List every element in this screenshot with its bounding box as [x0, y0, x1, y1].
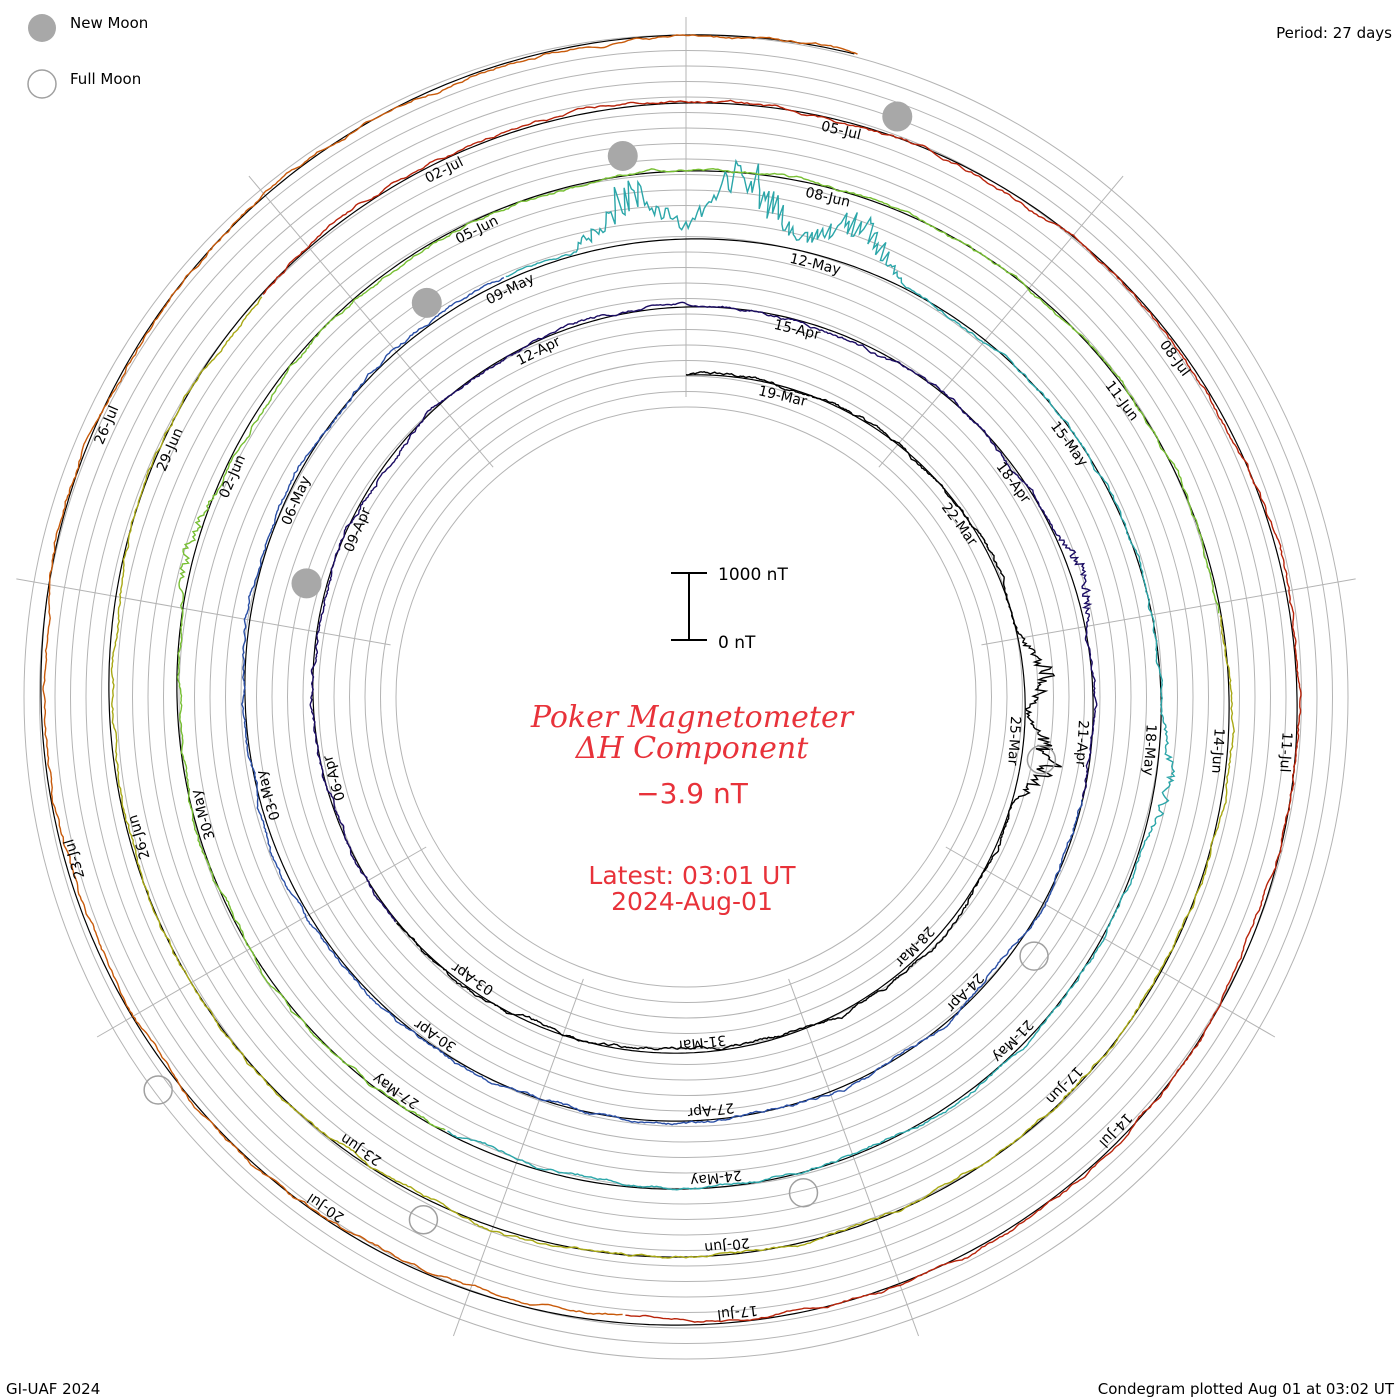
legend: New Moon Full Moon	[27, 14, 148, 99]
plotted-label: Condegram plotted Aug 01 at 03:02 UT	[1098, 1380, 1395, 1398]
date-label: 24-May	[689, 1167, 742, 1189]
grid-spokes	[16, 17, 1356, 1337]
grid-ring	[395, 406, 977, 988]
trace-segment	[396, 371, 1062, 1051]
grid-spoke	[878, 175, 1124, 468]
date-label: 21-May	[989, 1016, 1036, 1065]
date-label: 17-Jun	[1043, 1063, 1086, 1107]
date-label: 18-May	[1140, 724, 1159, 777]
moon-markers	[143, 101, 1057, 1235]
date-label: 27-Apr	[686, 1099, 735, 1120]
scale-bottom-label: 0 nT	[718, 633, 756, 653]
full-moon-marker	[1019, 941, 1049, 971]
full-moon-marker	[788, 1177, 819, 1208]
trace-segment	[42, 34, 858, 1316]
legend-full-moon-label: Full Moon	[70, 70, 141, 88]
grid-ring	[364, 375, 1008, 1019]
date-label: 09-May	[484, 271, 537, 309]
trace-segment	[110, 296, 1235, 1259]
chart-title-line2: ΔH Component	[575, 731, 809, 766]
grid-spoke	[452, 978, 584, 1337]
full-moon-marker	[408, 1205, 439, 1235]
new-moon-marker	[291, 568, 322, 599]
grid-ring	[333, 344, 1039, 1050]
date-label: 24-Apr	[943, 970, 987, 1015]
chart-title-line1: Poker Magnetometer	[530, 700, 855, 735]
date-label: 20-Jun	[703, 1234, 750, 1255]
date-label: 21-Apr	[1072, 720, 1091, 768]
grid-spoke	[248, 175, 494, 468]
grid-ring	[287, 298, 1085, 1096]
date-label: 31-Mar	[676, 1031, 727, 1053]
current-value: −3.9 nT	[636, 777, 749, 810]
date-label: 15-Apr	[772, 317, 821, 343]
data-traces	[42, 34, 1302, 1323]
latest-time: Latest: 03:01 UT	[588, 861, 796, 890]
date-label: 19-Mar	[757, 383, 809, 410]
grid-spoke	[788, 978, 920, 1337]
scale-bar: 1000 nT 0 nT	[671, 565, 788, 653]
date-label: 25-Mar	[1004, 716, 1023, 766]
date-label: 09-Apr	[341, 505, 374, 555]
grid-ring	[318, 329, 1054, 1065]
new-moon-icon	[28, 14, 56, 42]
trace-segment	[241, 276, 1083, 1126]
new-moon-marker	[882, 101, 913, 132]
new-moon-marker	[411, 287, 442, 318]
trace-segment	[309, 301, 1098, 923]
latest-date: 2024-Aug-01	[611, 887, 773, 916]
baseline-spiral	[40, 34, 1298, 1326]
date-label: 17-Jul	[716, 1302, 758, 1323]
grid-spoke	[981, 578, 1356, 646]
date-label: 23-Jul	[61, 837, 88, 880]
grid-ring	[302, 313, 1070, 1081]
trace-segment	[176, 167, 1220, 1131]
date-label: 27-May	[370, 1070, 422, 1112]
baseline-path	[40, 34, 1298, 1326]
legend-new-moon-label: New Moon	[70, 14, 148, 32]
grid-spoke	[16, 578, 391, 646]
full-moon-icon	[27, 69, 57, 99]
trace-segment	[447, 158, 1176, 1191]
credit-label: GI-UAF 2024	[6, 1380, 100, 1398]
date-label: 11-Jul	[1276, 731, 1294, 772]
scale-top-label: 1000 nT	[718, 565, 788, 585]
trace-segment	[262, 99, 1302, 1323]
full-moon-marker	[1026, 744, 1057, 775]
period-label: Period: 27 days	[1276, 24, 1392, 42]
date-label: 14-Jun	[1208, 728, 1227, 774]
date-label: 06-May	[279, 474, 314, 528]
date-label: 08-Jun	[804, 185, 852, 211]
date-label: 05-Jul	[819, 119, 862, 144]
full-moon-marker	[143, 1075, 173, 1105]
new-moon-marker	[607, 140, 638, 171]
grid-spoke	[96, 846, 427, 1038]
